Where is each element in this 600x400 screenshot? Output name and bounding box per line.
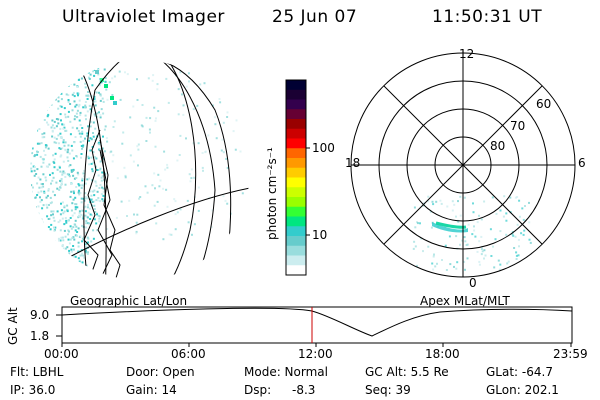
colorbar-swatch <box>286 148 306 159</box>
colorbar-tick-10: 10 <box>312 228 328 242</box>
colorbar-swatch <box>286 197 306 208</box>
colorbar-swatch <box>286 158 306 169</box>
image-time: 11:50:31 UT <box>432 7 543 27</box>
glon-value: GLon: 202.1 <box>486 383 559 397</box>
colorbar-swatch <box>286 226 306 237</box>
mode-value: Mode: Normal <box>244 365 328 379</box>
door-value: Door: Open <box>126 365 195 379</box>
lat-label-60: 60 <box>536 97 552 111</box>
timeline-y-title: GC Alt <box>6 307 20 345</box>
colorbar-swatch <box>286 80 306 91</box>
colorbar-unit-label: photon cm⁻²s⁻¹ <box>265 147 279 240</box>
colorbar-swatch <box>286 187 306 198</box>
altitude-curve <box>61 307 573 337</box>
colorbar-swatch <box>286 128 306 139</box>
polar-emission-speckle <box>412 195 532 272</box>
colorbar-swatch <box>286 255 306 266</box>
instrument-title: Ultraviolet Imager <box>62 7 225 27</box>
timeline-plot <box>56 306 573 347</box>
mlt-label-6: 6 <box>578 156 586 170</box>
polar-plot <box>350 52 576 278</box>
colorbar-swatch <box>286 89 306 100</box>
colorbar-swatch <box>286 119 306 130</box>
apex-caption: Apex MLat/MLT <box>420 294 510 308</box>
mlt-label-12: 12 <box>459 47 475 61</box>
dsp-label: Dsp: <box>244 383 272 397</box>
colorbar-swatch <box>286 216 306 227</box>
colorbar-swatch <box>286 167 306 178</box>
x-tick-2359: 23:59 <box>553 347 588 361</box>
lat-label-80: 80 <box>490 139 506 153</box>
timeline-y-tick-1: 1.8 <box>30 329 50 343</box>
colorbar-swatch <box>286 236 306 247</box>
seq-value: Seq: 39 <box>365 383 411 397</box>
colorbar-swatch <box>286 245 306 256</box>
timeline-y-tick-9: 9.0 <box>30 308 50 322</box>
geo-caption: Geographic Lat/Lon <box>70 294 188 308</box>
lat-label-70: 70 <box>510 119 526 133</box>
glat-value: GLat: -64.7 <box>486 365 553 379</box>
colorbar-swatch <box>286 138 306 149</box>
mlt-label-18: 18 <box>345 156 361 170</box>
ip-value: IP: 36.0 <box>10 383 56 397</box>
x-tick-1800: 18:00 <box>425 347 460 361</box>
geographic-image <box>30 60 250 280</box>
gain-value: Gain: 14 <box>126 383 177 397</box>
colorbar-swatch <box>286 265 306 276</box>
colorbar <box>285 79 310 276</box>
x-tick-1200: 12:00 <box>298 347 333 361</box>
dsp-value: -8.3 <box>292 383 316 397</box>
colorbar-tick-100: 100 <box>312 141 335 155</box>
mlt-label-0: 0 <box>469 276 477 290</box>
image-date: 25 Jun 07 <box>272 7 358 27</box>
x-tick-0600: 06:00 <box>171 347 206 361</box>
gc-alt-value: GC Alt: 5.5 Re <box>365 365 449 379</box>
colorbar-swatch <box>286 177 306 188</box>
colorbar-swatch <box>286 99 306 110</box>
filter-value: Flt: LBHL <box>10 365 64 379</box>
colorbar-swatch <box>286 206 306 217</box>
x-tick-0000: 00:00 <box>44 347 79 361</box>
coastline <box>83 129 121 280</box>
colorbar-swatch <box>286 109 306 120</box>
